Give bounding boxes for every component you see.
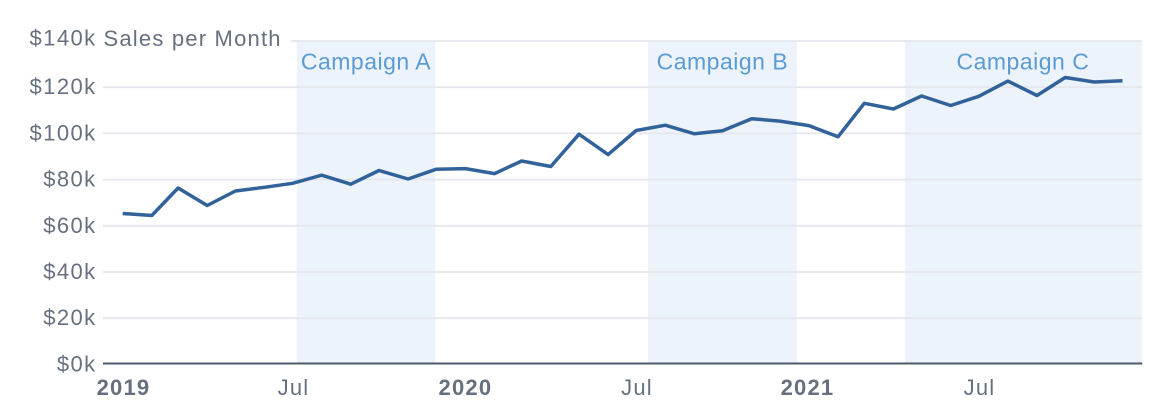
svg-text:Campaign C: Campaign C [956,49,1089,75]
svg-text:$20k: $20k [43,305,96,330]
svg-text:$60k: $60k [43,213,96,238]
svg-text:$0k: $0k [57,351,97,376]
svg-text:Campaign A: Campaign A [301,49,431,75]
svg-text:Sales per Month: Sales per Month [104,26,282,51]
svg-text:2019: 2019 [97,375,151,400]
svg-text:Jul: Jul [621,375,653,400]
svg-text:Campaign B: Campaign B [657,49,789,75]
svg-text:$140k: $140k [30,26,97,51]
svg-text:$40k: $40k [43,259,96,284]
svg-text:$80k: $80k [43,167,96,192]
svg-text:2020: 2020 [439,375,493,400]
svg-text:2021: 2021 [781,375,835,400]
svg-text:$100k: $100k [30,120,97,145]
svg-text:Jul: Jul [278,375,310,400]
svg-text:$120k: $120k [30,74,97,99]
svg-text:Jul: Jul [964,375,996,400]
